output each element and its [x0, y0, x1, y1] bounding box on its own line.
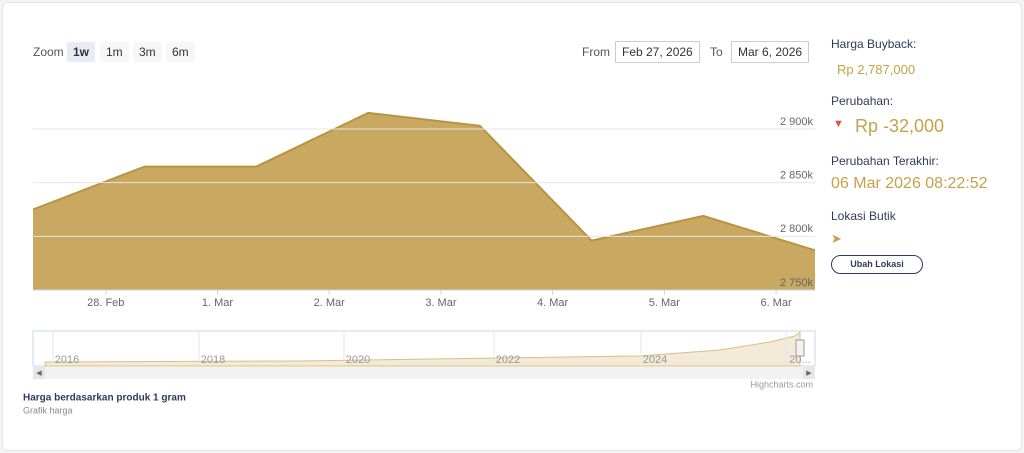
caption-subtitle: Grafik harga	[23, 405, 73, 415]
chart: ◀ ▶ Highcharts.com Harga berdasarkan pro…	[23, 111, 816, 415]
buyback-label: Harga Buyback:	[831, 37, 917, 51]
x-tick-label: 28. Feb	[87, 297, 124, 309]
scrollbar[interactable]	[33, 367, 815, 379]
last-label: Perubahan Terakhir:	[831, 154, 939, 168]
x-tick-label: 4. Mar	[537, 297, 569, 309]
navigator-label: 20...	[789, 354, 810, 366]
zoom-label: Zoom	[33, 45, 64, 59]
navigator-label: 2016	[55, 354, 79, 366]
y-tick-label: 2 750k	[780, 277, 814, 289]
x-tick-label: 6. Mar	[760, 297, 792, 309]
arrow: ▶	[806, 370, 812, 377]
navigator-label: 2022	[496, 354, 520, 366]
x-tick-label: 1. Mar	[202, 297, 234, 309]
navigator-handle[interactable]	[795, 339, 805, 357]
zoom-button[interactable]: 1w	[67, 42, 96, 62]
credits[interactable]: Highcharts.com	[750, 379, 813, 389]
to-label: To	[710, 45, 723, 59]
scroll-left[interactable]	[33, 367, 45, 379]
zoom-button[interactable]: 1m	[100, 42, 129, 62]
to-input[interactable]: Mar 6, 2026	[731, 41, 810, 63]
from-input[interactable]: Feb 27, 2026	[615, 41, 700, 63]
location-button[interactable]: Ubah Lokasi	[831, 255, 923, 274]
y-tick-label: 2 800k	[780, 223, 814, 235]
x-tick-label: 2. Mar	[314, 297, 346, 309]
scroll-right[interactable]	[803, 367, 815, 379]
y-tick-label: 2 850k	[780, 170, 814, 182]
x-tick-label: 5. Mar	[649, 297, 681, 309]
arrow: ◀	[36, 370, 42, 377]
navigator-label: 2020	[346, 354, 370, 366]
zoom-button[interactable]: 6m	[166, 42, 195, 62]
y-tick-label: 2 900k	[780, 116, 814, 128]
navigator-label: 2024	[643, 354, 667, 366]
down-icon: ▼	[833, 118, 844, 130]
navigator-label: 2018	[201, 354, 225, 366]
caption-title: Harga berdasarkan produk 1 gram	[23, 393, 186, 404]
navigator-series	[44, 330, 801, 367]
from-label: From	[582, 45, 610, 59]
location-label: Lokasi Butik	[831, 209, 896, 223]
area-line	[32, 111, 816, 252]
change-label: Perubahan:	[831, 94, 894, 108]
zoom-button[interactable]: 3m	[133, 42, 162, 62]
area	[33, 112, 815, 291]
last-value: 06 Mar 2026 08:22:52	[831, 175, 988, 192]
change-value: Rp -32,000	[855, 116, 945, 136]
location-icon: ➤	[831, 231, 842, 246]
buyback-value: Rp 2,787,000	[837, 62, 916, 77]
x-tick-label: 3. Mar	[425, 297, 457, 309]
